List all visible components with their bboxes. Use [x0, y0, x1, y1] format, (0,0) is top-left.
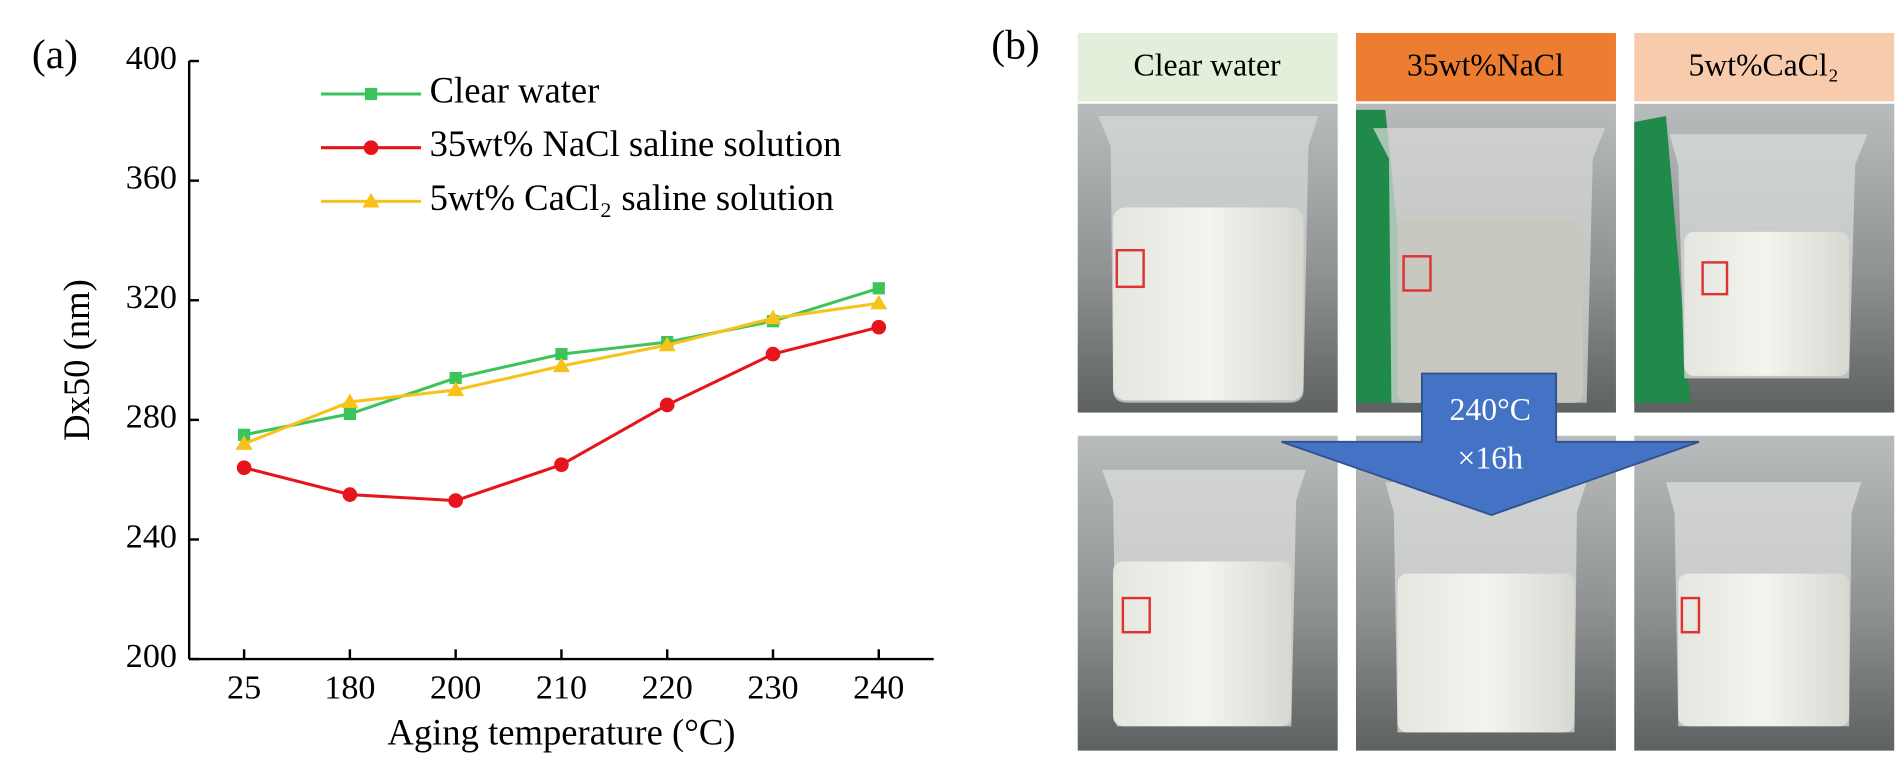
marker: [447, 381, 465, 397]
y-tick-label: 280: [126, 399, 177, 436]
x-tick-label: 200: [430, 670, 481, 707]
marker: [363, 140, 379, 156]
x-tick-label: 220: [642, 670, 693, 707]
marker: [342, 487, 358, 502]
series-line: [243, 301, 879, 446]
photo: [1355, 103, 1616, 413]
header-box: [1634, 32, 1895, 102]
header-box: [1077, 32, 1338, 102]
marker: [362, 192, 380, 208]
x-tick-label: 210: [536, 670, 587, 707]
legend-label: 35wt% NaCl saline solution: [430, 123, 842, 164]
y-tick-label: 400: [126, 40, 177, 77]
marker: [554, 457, 569, 473]
header-box: [1355, 32, 1616, 102]
photo: [1355, 435, 1616, 751]
marker: [870, 294, 888, 310]
y-tick-label: 320: [126, 279, 177, 316]
header-text: 35wt%NaCl: [1407, 48, 1564, 83]
arrow-text: ×16h: [1458, 441, 1524, 476]
legend-label: Clear water: [430, 69, 600, 110]
marker: [552, 357, 570, 373]
marker: [343, 407, 356, 420]
marker: [659, 397, 675, 413]
marker: [765, 346, 781, 362]
marker: [235, 435, 253, 450]
x-tick-label: 230: [747, 670, 798, 707]
marker: [341, 393, 359, 409]
marker: [364, 87, 378, 101]
photo: [1077, 435, 1338, 751]
panel-label: (b): [991, 21, 1039, 68]
panel-label: (a): [32, 31, 78, 78]
legend-label: 5wt% CaCl₂ saline solution: [430, 177, 834, 218]
marker: [871, 319, 887, 335]
marker: [764, 309, 782, 325]
x-tick-label: 25: [227, 670, 261, 707]
photo: [1634, 435, 1895, 751]
y-tick-label: 240: [126, 518, 177, 555]
header-text: Clear water: [1134, 48, 1281, 83]
arrow: [1281, 372, 1700, 517]
photo-panel: Clear water 35wt%NaCl 5wt%CaCl₂ 240°C ×1…: [1077, 32, 1895, 751]
y-tick-label: 360: [126, 159, 177, 196]
marker: [236, 460, 252, 476]
y-tick-label: 200: [126, 638, 177, 675]
x-tick-label: 240: [853, 670, 904, 707]
arrow-text: 240°C: [1450, 392, 1531, 427]
marker: [449, 371, 462, 385]
photo: [1077, 103, 1338, 413]
marker: [448, 493, 463, 508]
y-axis-label: Dx50 (nm): [56, 279, 97, 441]
header-text: 5wt%CaCl₂: [1689, 48, 1839, 83]
marker: [658, 336, 676, 352]
marker: [238, 428, 251, 441]
marker: [872, 282, 885, 295]
x-tick-label: 180: [324, 670, 375, 707]
x-axis-label: Aging temperature (°C): [387, 711, 735, 752]
photo: [1634, 103, 1895, 413]
marker: [555, 347, 568, 361]
